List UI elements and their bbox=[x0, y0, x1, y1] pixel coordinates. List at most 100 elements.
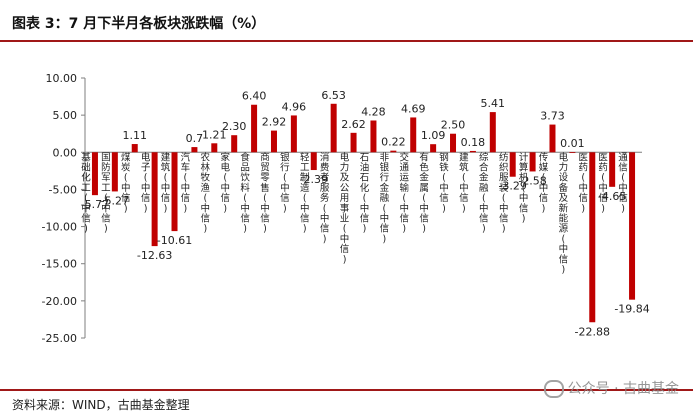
bar bbox=[171, 152, 178, 232]
bar bbox=[310, 152, 317, 171]
data-label: -3.29 bbox=[498, 180, 526, 193]
bar bbox=[529, 152, 536, 172]
y-tick-label: 5.00 bbox=[53, 109, 78, 122]
bar bbox=[131, 144, 138, 153]
data-label: 0.01 bbox=[560, 137, 585, 150]
bar bbox=[330, 103, 337, 153]
data-label: 0.18 bbox=[461, 136, 486, 149]
category-label: 建筑(中信) bbox=[161, 151, 171, 214]
bar bbox=[489, 112, 496, 153]
chart-area: 10.00 5.00 0.00 -5.00 -10.00 -15.00 -20.00 -25.… bbox=[0, 42, 693, 387]
data-label: -5.27 bbox=[101, 194, 129, 207]
bar bbox=[450, 133, 457, 153]
category-label: 纺织服装(中信) bbox=[499, 151, 509, 234]
category-label: 电力设备及新能源(中信) bbox=[559, 151, 569, 275]
category-label: 医药(中信) bbox=[598, 152, 608, 214]
bar bbox=[350, 132, 357, 153]
data-label: 6.53 bbox=[321, 89, 346, 102]
data-label: 1.11 bbox=[122, 129, 147, 142]
category-label: 煤炭(中信) bbox=[121, 151, 131, 214]
data-label: -2.58 bbox=[518, 174, 546, 187]
y-tick-label: -20.00 bbox=[42, 295, 77, 308]
y-tick-label: 10.00 bbox=[46, 72, 78, 85]
category-label: 有色金属(中信) bbox=[419, 151, 429, 234]
watermark-text: 公众号 · 古曲基金 bbox=[567, 381, 679, 397]
bar bbox=[151, 152, 158, 247]
category-label: 家电(中信) bbox=[220, 151, 230, 214]
y-tick-label: -5.00 bbox=[49, 183, 77, 196]
bar bbox=[290, 115, 297, 153]
bar bbox=[270, 130, 277, 153]
data-label: 1.21 bbox=[202, 128, 227, 141]
data-label: 2.62 bbox=[341, 118, 366, 131]
bar bbox=[211, 143, 218, 153]
data-label: 1.09 bbox=[421, 129, 446, 142]
data-label: 6.40 bbox=[242, 90, 267, 103]
data-label: 2.50 bbox=[441, 119, 466, 132]
data-label: 0.22 bbox=[381, 136, 406, 149]
category-label: 银行(中信) bbox=[280, 151, 290, 214]
category-label: 轻工制造(中信) bbox=[300, 151, 310, 234]
category-label: 非银行金融(中信) bbox=[380, 151, 390, 245]
category-label: 国防军工(中信) bbox=[101, 152, 111, 234]
y-tick-label: -10.00 bbox=[42, 221, 77, 234]
bar bbox=[390, 150, 397, 153]
data-label: -4.65 bbox=[598, 190, 626, 203]
category-label: 食品饮料(中信) bbox=[240, 151, 250, 234]
bar bbox=[231, 135, 238, 153]
bar bbox=[370, 120, 377, 153]
data-label: -19.84 bbox=[614, 303, 649, 316]
data-label: 2.92 bbox=[262, 116, 287, 129]
data-label: 4.28 bbox=[361, 105, 386, 118]
bar bbox=[569, 152, 576, 154]
watermark: 公众号 · 古曲基金 bbox=[543, 378, 679, 398]
category-label: 交通运输(中信) bbox=[399, 151, 409, 234]
bar bbox=[430, 144, 437, 153]
category-label: 基础化工(中信) bbox=[81, 151, 91, 234]
y-tick-label: -25.00 bbox=[42, 332, 77, 345]
data-label: 2.30 bbox=[222, 120, 247, 133]
category-label: 农林牧渔(中信) bbox=[201, 151, 211, 234]
bar bbox=[609, 152, 616, 187]
data-label: -22.88 bbox=[575, 325, 610, 338]
bar bbox=[549, 124, 556, 153]
category-label: 钢铁(中信) bbox=[439, 151, 449, 214]
data-label: 5.41 bbox=[481, 97, 506, 110]
bar bbox=[191, 147, 198, 153]
data-label: 4.69 bbox=[401, 102, 426, 115]
category-label: 医药(中信) bbox=[579, 152, 589, 214]
bar bbox=[589, 152, 596, 323]
bar bbox=[410, 117, 417, 153]
bar bbox=[251, 104, 258, 153]
source-note: 资料来源：WIND，古曲基金整理 bbox=[12, 398, 190, 412]
category-label: 计算机(中信) bbox=[519, 151, 529, 224]
category-label: 石油石化(中信) bbox=[360, 152, 370, 234]
y-tick-label: 0.00 bbox=[53, 146, 78, 159]
category-label: 商贸零售(中信) bbox=[260, 151, 270, 234]
data-label: 0.7 bbox=[186, 132, 204, 145]
category-label: 综合金融(中信) bbox=[479, 151, 489, 234]
bar-chart: 10.00 5.00 0.00 -5.00 -10.00 -15.00 -20.00 -25.… bbox=[42, 72, 650, 345]
chart-title: 图表 3：7 月下半月各板块涨跌幅（%） bbox=[12, 16, 266, 32]
bar bbox=[629, 152, 636, 300]
data-label: -5.77 bbox=[81, 198, 109, 211]
data-label: 4.96 bbox=[282, 100, 307, 113]
data-label: 3.73 bbox=[540, 110, 565, 123]
wechat-icon bbox=[543, 380, 564, 398]
category-label: 电力及公用事业(中信) bbox=[340, 151, 350, 265]
category-label: 传媒(中信) bbox=[539, 151, 549, 214]
category-label: 消费者服务(中信) bbox=[320, 151, 330, 245]
title-bar: 图表 3：7 月下半月各板块涨跌幅（%） bbox=[0, 0, 693, 42]
data-label: -2.39 bbox=[300, 173, 328, 186]
bar bbox=[91, 152, 98, 196]
category-label: 建筑(中信) bbox=[459, 151, 469, 214]
bar bbox=[111, 152, 118, 192]
bar bbox=[509, 152, 516, 177]
footer-divider bbox=[0, 389, 693, 391]
bar bbox=[469, 150, 476, 153]
data-label: -10.61 bbox=[157, 234, 192, 247]
data-label: -12.63 bbox=[137, 249, 172, 262]
category-label: 电子(中信) bbox=[141, 151, 151, 214]
category-label: 汽车(中信) bbox=[181, 151, 191, 214]
y-tick-label: -15.00 bbox=[42, 258, 77, 271]
